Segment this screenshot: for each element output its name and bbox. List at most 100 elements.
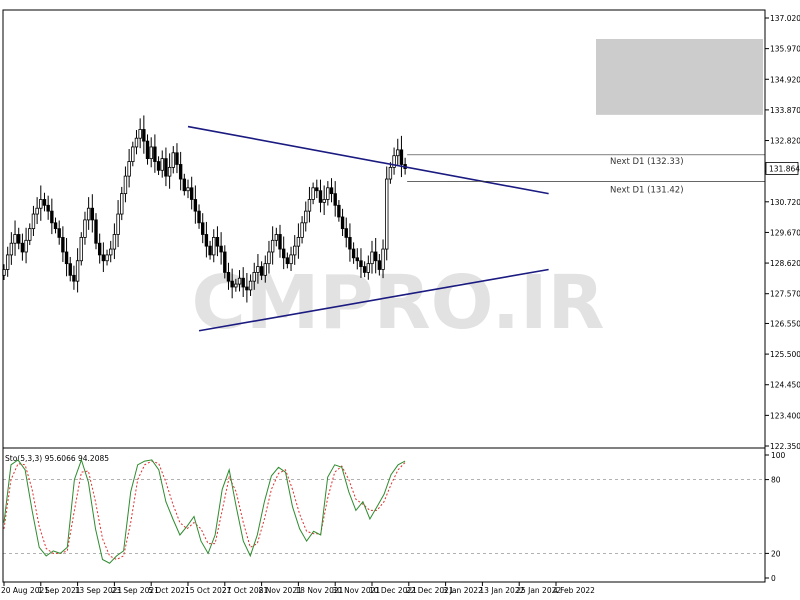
bear-candle-body — [329, 187, 334, 195]
date-tick-label: 3 Jan 2022 — [443, 586, 483, 595]
candle — [72, 265, 76, 290]
candle — [134, 130, 139, 155]
stochastic-tick-label: 20 — [771, 549, 781, 558]
date-tick-label: 22 Dec 2021 — [406, 586, 454, 595]
candle — [366, 255, 371, 280]
bull-candle-body — [307, 199, 312, 212]
bull-candle-body — [311, 187, 315, 200]
date-tick-label: 27 Oct 2021 — [222, 586, 269, 595]
candle — [178, 151, 183, 191]
candle — [322, 185, 326, 215]
date-tick-label: 13 Sep 2021 — [75, 586, 123, 595]
candle — [149, 137, 153, 168]
bear-candle-body — [318, 190, 323, 203]
candle — [267, 240, 271, 274]
bear-candle-body — [208, 245, 212, 256]
stochastic-tick-label: 80 — [771, 476, 781, 485]
bull-candle-body — [252, 272, 256, 282]
price-tick-label: 134.920 — [770, 75, 800, 84]
projection-annotations: Next D1 (132.33) Next D1 (131.42) — [407, 154, 765, 195]
bull-candle-body — [326, 187, 330, 200]
price-tick-label: 123.400 — [770, 411, 800, 420]
candle — [46, 195, 50, 220]
bear-candle-body — [175, 152, 179, 165]
candle — [237, 270, 242, 292]
candle — [171, 146, 175, 174]
price-tick-label: 122.350 — [770, 442, 800, 451]
bull-candle-body — [274, 234, 279, 241]
bear-candle-body — [189, 187, 194, 200]
bear-candle-body — [197, 210, 201, 224]
candle — [97, 233, 102, 264]
projection-label: Next D1 (132.33) — [610, 157, 684, 167]
candle — [285, 252, 290, 269]
candle — [208, 240, 212, 260]
candle — [311, 182, 315, 205]
current-price-label: 131.864 — [769, 164, 800, 173]
candle — [13, 220, 17, 256]
bull-candle-body — [186, 187, 190, 192]
candle — [289, 246, 293, 272]
candle — [351, 242, 356, 264]
candle — [256, 254, 260, 284]
candle — [57, 220, 61, 245]
candle — [304, 201, 308, 232]
bear-candle-body — [156, 161, 161, 171]
candle — [42, 192, 47, 212]
candle — [35, 197, 39, 225]
candle — [9, 232, 14, 265]
stochastic-main-line — [3, 458, 406, 564]
candle — [75, 248, 80, 293]
bull-candle-body — [112, 234, 117, 250]
candle — [326, 181, 330, 206]
candle — [241, 267, 245, 297]
candle — [318, 179, 323, 213]
candle — [90, 194, 95, 233]
candle — [101, 242, 106, 273]
candle — [127, 148, 131, 188]
bear-candle-body — [219, 245, 223, 253]
bull-candle-body — [123, 175, 128, 195]
candle — [270, 226, 275, 265]
bull-candle-body — [366, 263, 371, 273]
bear-candle-body — [20, 242, 25, 253]
bear-candle-body — [377, 260, 382, 270]
bull-candle-body — [289, 254, 293, 265]
bear-candle-body — [142, 129, 146, 142]
bull-candle-body — [24, 239, 28, 253]
bear-candle-body — [351, 248, 356, 259]
bear-candle-body — [226, 272, 231, 282]
candle — [193, 185, 198, 224]
bear-candle-body — [97, 242, 102, 256]
candle — [212, 229, 216, 263]
axes: 122.350 123.400 124.450 125.500 126.550 127.5… — [1, 9, 800, 595]
bear-candle-body — [204, 234, 209, 247]
candle — [20, 233, 25, 261]
candle — [145, 134, 150, 165]
bull-candle-body — [388, 166, 393, 180]
candle — [307, 186, 312, 223]
bear-candle-body — [340, 216, 345, 230]
bear-candle-body — [101, 254, 106, 262]
bull-candle-body — [385, 178, 389, 250]
bear-candle-body — [362, 266, 367, 273]
candle — [377, 254, 382, 276]
trendline-layer — [187, 125, 549, 332]
bull-candle-body — [120, 193, 124, 215]
candle — [381, 239, 385, 279]
candle — [359, 248, 363, 278]
candle — [167, 153, 172, 189]
bear-candle-body — [348, 236, 352, 250]
candle — [204, 221, 209, 258]
candle — [201, 213, 205, 244]
bear-candle-body — [145, 140, 150, 160]
date-tick-label: 23 Sep 2021 — [111, 586, 159, 595]
bull-candle-body — [267, 251, 271, 265]
price-tick-label: 125.500 — [770, 350, 800, 359]
bear-candle-body — [164, 158, 168, 177]
stochastic-label: Sto(5,3,3) 95.6066 94.2085 — [5, 454, 109, 463]
candle — [142, 115, 146, 154]
price-tick-label: 130.720 — [770, 198, 800, 207]
candle — [197, 204, 201, 229]
